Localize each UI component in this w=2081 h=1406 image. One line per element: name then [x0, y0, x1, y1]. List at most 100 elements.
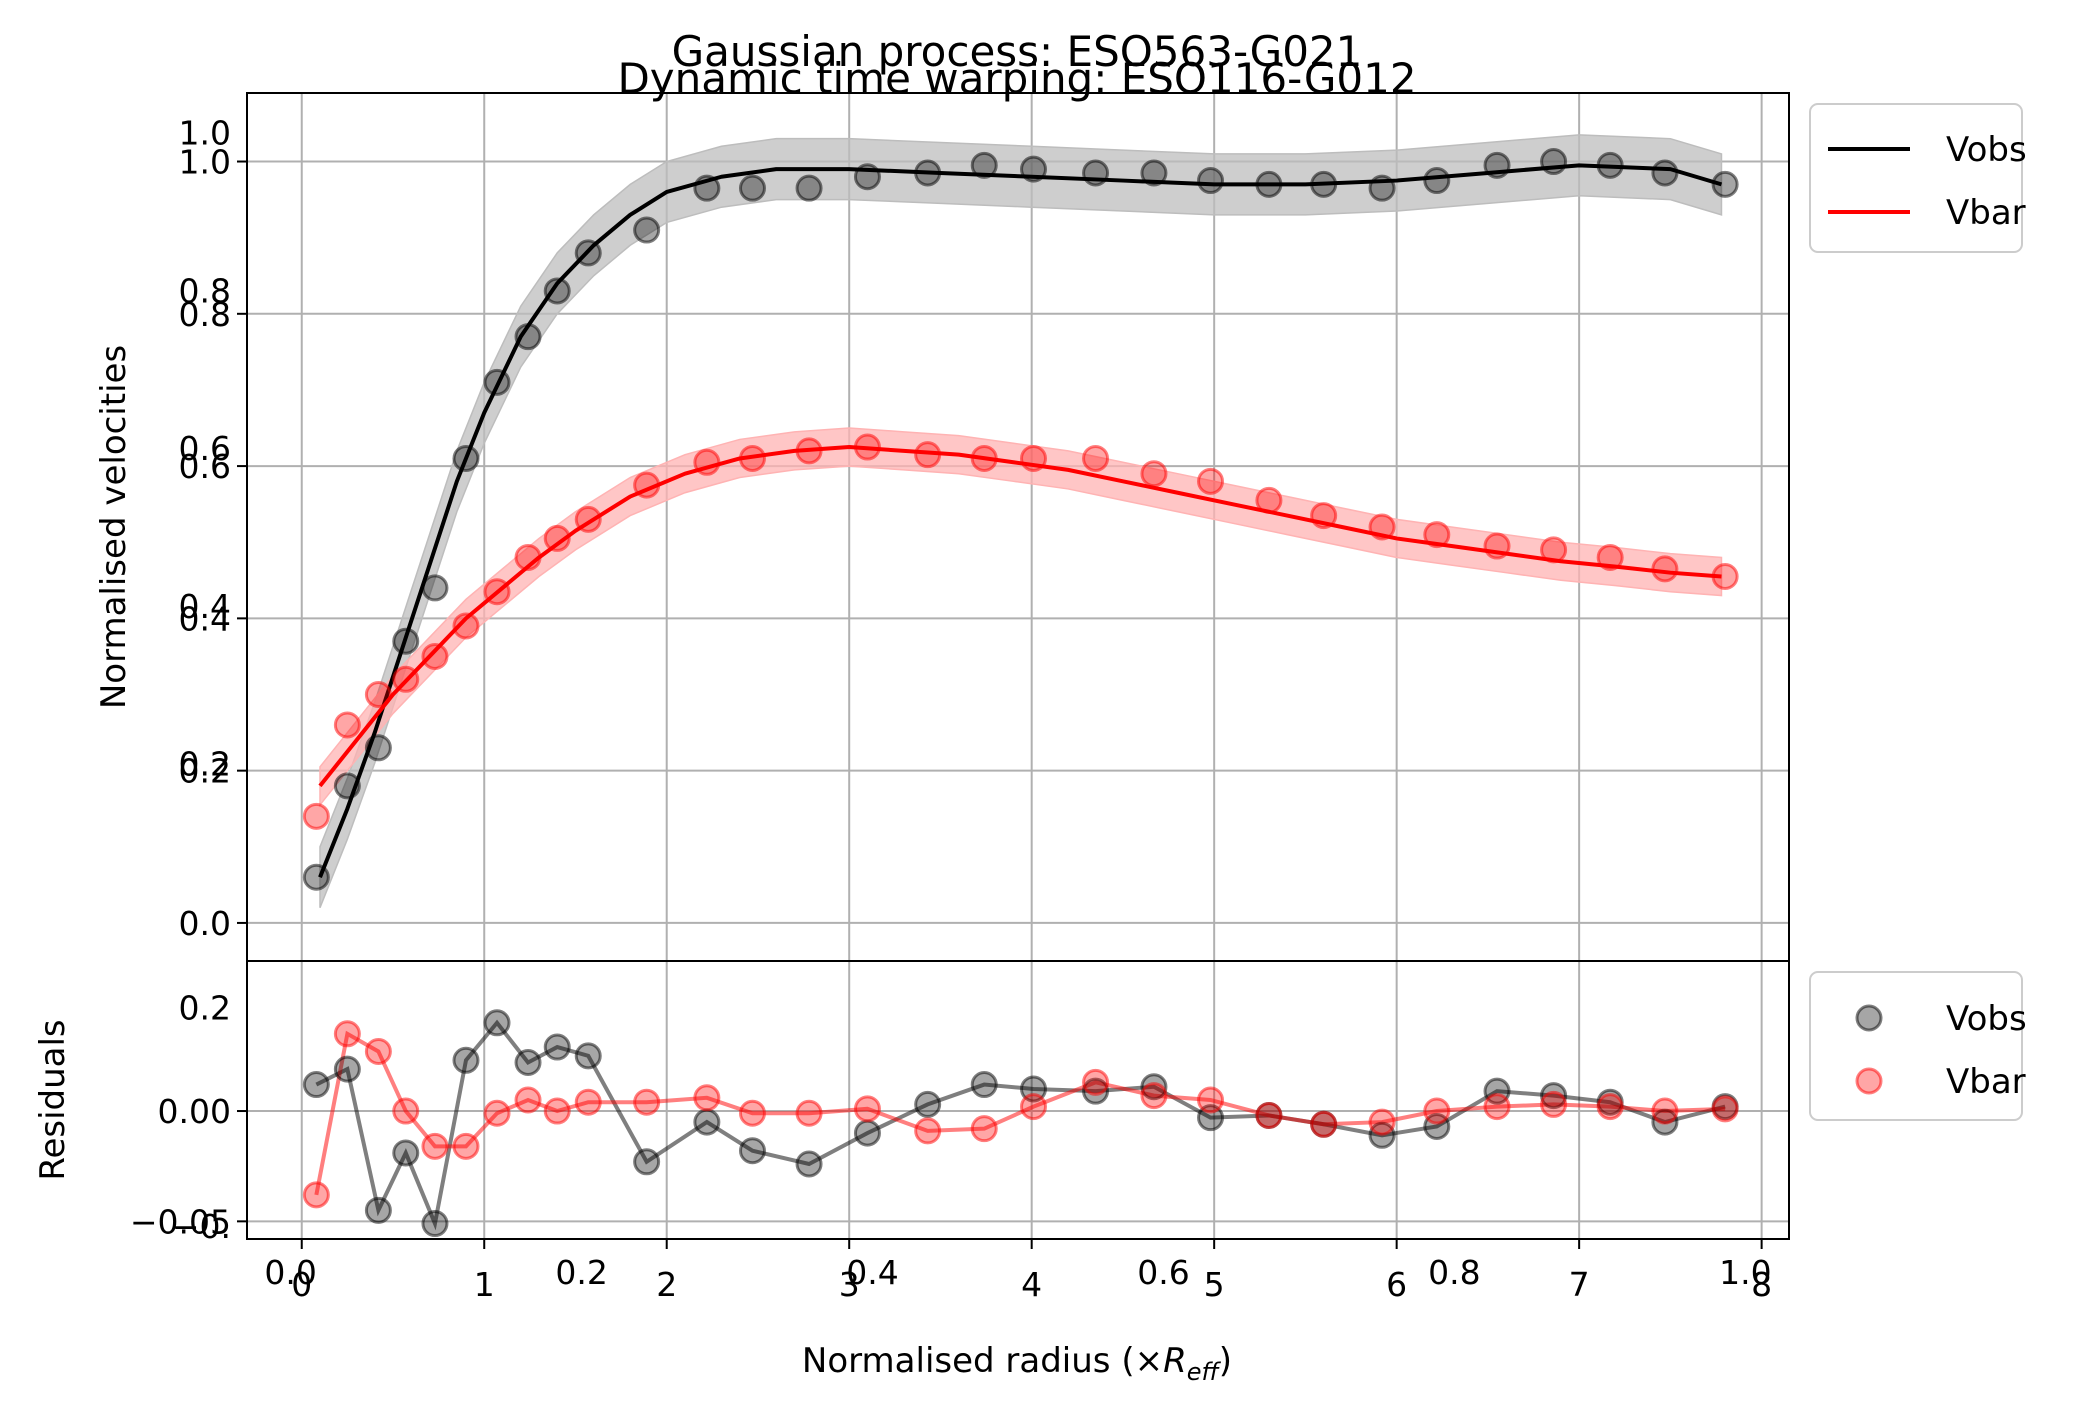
data-point-vobs: [543, 277, 571, 305]
residual-point-vbar: [1020, 1093, 1048, 1121]
overlap-x-tick-label: 0.2: [555, 1253, 607, 1292]
residual-point-vobs: [421, 1210, 449, 1238]
residual-point-vbar: [543, 1097, 571, 1125]
x-axis-label-math: R: [1163, 1341, 1187, 1381]
data-point-vobs: [1651, 159, 1679, 187]
residual-point-vbar: [514, 1086, 542, 1114]
residual-point-vobs: [693, 1108, 721, 1136]
residual-point-vobs: [914, 1090, 942, 1118]
data-point-vobs: [970, 151, 998, 179]
residual-point-vobs: [970, 1071, 998, 1099]
residual-point-vbar: [574, 1088, 602, 1116]
main-y-axis-label: Normalised velocities: [94, 345, 134, 709]
data-point-vobs: [795, 174, 823, 202]
confidence-bands: [319, 134, 1723, 908]
residual-point-vbar: [1310, 1110, 1338, 1138]
data-point-vbar: [853, 433, 881, 461]
fit-line-vbar: [318, 445, 1722, 788]
data-point-vobs: [392, 627, 420, 655]
residual-point-vbar: [1483, 1093, 1511, 1121]
residual-y-tick-labels: −0.05 0.00: [130, 1092, 247, 1241]
overlap-x-tick-label: 0.8: [1428, 1253, 1480, 1292]
data-point-vbar: [1423, 521, 1451, 549]
residual-point-vobs: [514, 1048, 542, 1076]
data-point-vbar: [574, 505, 602, 533]
x-tick-label: 2: [656, 1265, 677, 1304]
confidence-band-vobs: [319, 134, 1723, 908]
data-point-vbar: [1310, 502, 1338, 530]
overlap-x-tick-label: 0.4: [846, 1253, 898, 1292]
residual-point-vbar: [483, 1099, 511, 1127]
data-point-vobs: [1483, 151, 1511, 179]
residual-axes-frame: [246, 960, 1790, 1240]
x-axis-label-text: Normalised radius (×: [802, 1341, 1163, 1381]
residual-point-vbar: [364, 1037, 392, 1065]
residual-point-vbar: [1540, 1090, 1568, 1118]
residual-point-vobs: [1540, 1082, 1568, 1110]
data-point-vbar: [302, 802, 330, 830]
x-tick-label: 3: [839, 1265, 860, 1304]
residual-point-vobs: [574, 1042, 602, 1070]
data-point-vobs: [574, 239, 602, 267]
residual-point-vbar: [333, 1020, 361, 1048]
overlap-x-tick-label: 0.6: [1137, 1253, 1189, 1292]
residual-panel: 0.2 −0. −0.05 0.00 Residuals: [33, 960, 1790, 1246]
residual-point-vobs: [302, 1071, 330, 1099]
legend-marker-vobs: [1855, 1004, 1883, 1032]
y-tick-label: 0.8: [179, 295, 231, 334]
residual-point-vobs: [633, 1148, 661, 1176]
data-point-vobs: [1540, 148, 1568, 176]
data-point-vobs: [1596, 151, 1624, 179]
data-point-vobs: [1197, 167, 1225, 195]
data-point-vbar: [914, 441, 942, 469]
data-point-vobs: [633, 216, 661, 244]
main-y-tick-labels: 0.0 0.2 0.4 0.6 0.8 1.0: [179, 143, 247, 943]
residual-point-vbar: [633, 1088, 661, 1116]
residual-point-vbar: [738, 1099, 766, 1127]
residual-point-vbar: [1651, 1097, 1679, 1125]
x-tick-label: 5: [1204, 1265, 1225, 1304]
overlap-x-tick-label: 1.0: [1719, 1253, 1771, 1292]
residual-point-vbar: [1596, 1093, 1624, 1121]
fitted-curves: [318, 163, 1723, 878]
residual-point-vbar: [392, 1097, 420, 1125]
data-point-vbar: [633, 471, 661, 499]
residual-point-vbar: [1140, 1082, 1168, 1110]
residual-point-vbar: [1197, 1086, 1225, 1114]
main-legend-box: [1809, 103, 2023, 253]
data-point-vobs: [1020, 155, 1048, 183]
x-axis-label-close: ): [1219, 1341, 1232, 1381]
data-point-vbar: [738, 444, 766, 472]
data-point-vbar: [693, 448, 721, 476]
x-axis-label: Normalised radius (×Reff): [802, 1341, 1232, 1386]
data-point-vbar: [1711, 562, 1739, 590]
data-point-vbar: [795, 437, 823, 465]
legend-label-vbar: Vbar: [1946, 193, 2026, 233]
residual-point-vbar: [1255, 1101, 1283, 1129]
data-point-vobs: [914, 159, 942, 187]
residual-legend-label-vobs: Vobs: [1946, 999, 2027, 1039]
residual-point-vbar: [970, 1115, 998, 1143]
residual-point-vobs: [333, 1055, 361, 1083]
x-tick-label: 0: [291, 1265, 312, 1304]
residual-y-tick-label: 0.00: [158, 1092, 231, 1131]
overlap-y-tick-label: 0.6: [179, 429, 231, 468]
data-point-vbar: [514, 543, 542, 571]
residual-y-tick-label: −0.05: [130, 1202, 231, 1241]
residual-point-vbar: [1711, 1095, 1739, 1123]
main-grid: [247, 93, 1789, 961]
residual-point-vbar: [1368, 1108, 1396, 1136]
overlap-y-tick-label: 0.8: [179, 271, 231, 310]
y-tick-label: 0.2: [179, 752, 231, 791]
data-point-vobs: [452, 444, 480, 472]
data-point-vbar: [1651, 555, 1679, 583]
residual-point-vbar: [302, 1181, 330, 1209]
data-point-vbar: [1082, 444, 1110, 472]
y-tick-label: 0.6: [179, 447, 231, 486]
data-point-vbar: [483, 578, 511, 606]
residual-point-vobs: [738, 1137, 766, 1165]
residual-legend-label-vbar: Vbar: [1946, 1062, 2026, 1102]
chart-title-1: Gaussian process: ESO563-G021: [672, 27, 1363, 76]
data-point-vobs: [483, 368, 511, 396]
